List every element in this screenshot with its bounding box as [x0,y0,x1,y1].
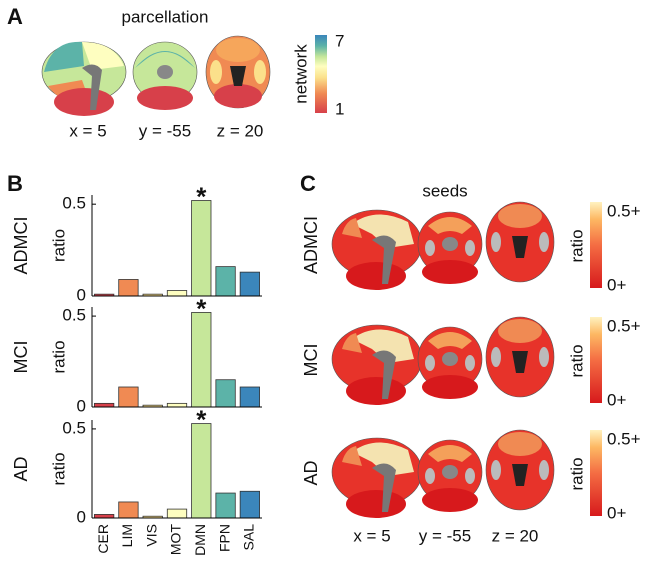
x-tick-label: CER [95,524,111,554]
x-tick-label: SAL [241,524,257,551]
colorbar-label: 1 [335,99,344,118]
coord-label: z = 20 [492,526,539,545]
brain-coronal [417,211,483,285]
brain-sagittal [331,437,423,519]
y-tick-label: 0.5 [62,418,86,437]
colorbar-title: network [291,44,310,104]
x-tick-label: LIM [119,524,135,547]
x-tick-label: VIS [143,524,159,547]
colorbar-label: 0.5+ [607,316,641,335]
colorbar [590,202,602,288]
bar [166,508,188,519]
colorbar [590,430,602,516]
panel-label: C [300,171,316,196]
y-tick-label: 0.5 [62,194,86,213]
row-label: AD [301,460,321,485]
annotation: * [196,293,207,323]
brain-axial [485,429,555,511]
brain-coronal [132,41,198,111]
coord-label: x = 5 [69,121,106,140]
y-axis-label: ratio [49,452,68,485]
row-label: ADMCI [301,216,321,274]
bar [191,200,212,297]
colorbar-title: ratio [567,344,586,377]
bar [215,266,236,297]
colorbar-label: 7 [335,31,344,50]
brain-sagittal [331,324,423,406]
row-label: MCI [301,344,321,377]
colorbar-label: 0.5+ [607,201,641,220]
colorbar-label: 0+ [607,503,626,522]
brain-axial [205,35,271,109]
panel-label: A [7,4,23,29]
bar [118,279,139,297]
coord-label: y = -55 [419,526,471,545]
bar [94,514,115,519]
colorbar [315,35,327,113]
brain-sagittal [41,41,127,117]
y-tick-label: 0 [77,507,86,526]
x-tick-label: DMN [192,524,208,556]
coord-label: y = -55 [139,121,191,140]
panel-title: seeds [422,181,467,200]
bar [215,379,236,408]
bar [239,271,260,297]
bar [118,386,139,408]
coord-label: z = 20 [217,121,264,140]
x-tick-label: FPN [216,524,232,552]
brain-coronal [417,326,483,400]
x-tick-label: MOT [168,524,184,556]
row-label: AD [11,456,31,481]
brain-axial [485,316,555,398]
colorbar-label: 0+ [607,275,626,294]
colorbar-label: 0.5+ [607,429,641,448]
panel-title: parcellation [122,7,209,26]
y-axis-label: ratio [49,340,68,373]
panel-label: B [7,171,23,196]
bar [118,501,139,519]
coord-label: x = 5 [353,526,390,545]
row-label: ADMCI [11,217,31,275]
bar [239,490,260,519]
y-tick-label: 0.5 [62,306,86,325]
bar [166,290,188,297]
y-axis-label: ratio [49,229,68,262]
bar [239,386,260,408]
bar [94,402,115,408]
colorbar-title: ratio [567,457,586,490]
colorbar [590,317,602,403]
brain-sagittal [331,209,423,291]
brain-coronal [417,439,483,513]
annotation: * [196,181,207,211]
bar [215,492,236,519]
colorbar-title: ratio [567,229,586,262]
row-label: MCI [11,341,31,374]
y-tick-label: 0 [77,285,86,304]
bar [191,312,212,408]
y-tick-label: 0 [77,396,86,415]
bar [166,402,188,408]
brain-axial [485,201,555,283]
colorbar-label: 0+ [607,390,626,409]
annotation: * [196,404,207,434]
bar [191,423,212,519]
